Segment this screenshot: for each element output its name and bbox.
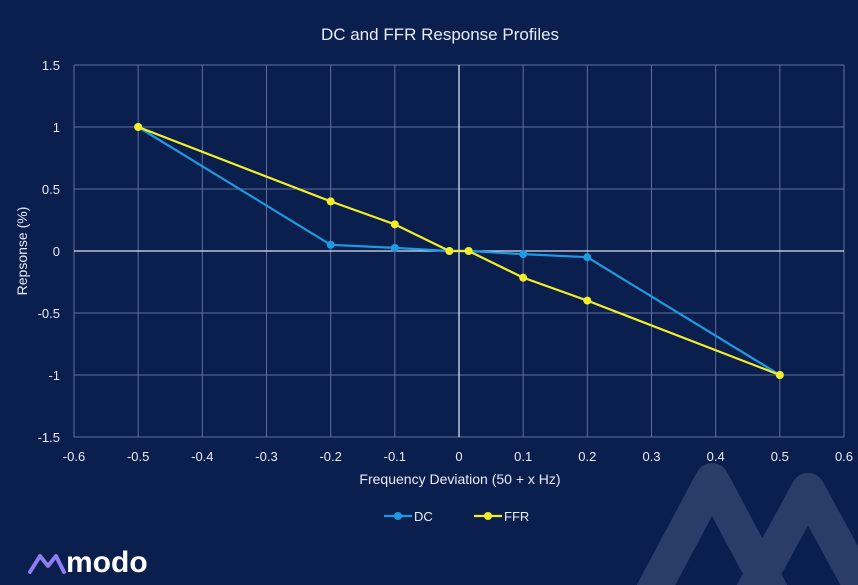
y-tick-labels: 1.5 1 0.5 0 -0.5 -1 -1.5 xyxy=(38,58,60,445)
data-point-dc xyxy=(326,240,335,249)
y-tick-label: -1 xyxy=(48,368,60,383)
x-tick-label: 0.4 xyxy=(707,449,725,464)
x-tick-label: 0.6 xyxy=(835,449,853,464)
y-axis-label: Repsonse (%) xyxy=(14,207,30,296)
x-axis-label: Frequency Deviation (50 + x Hz) xyxy=(359,471,560,487)
y-tick-label: -1.5 xyxy=(38,430,60,445)
legend-label-ffr: FFR xyxy=(504,509,529,524)
x-tick-label: -0.1 xyxy=(384,449,406,464)
x-tick-label: -0.4 xyxy=(191,449,213,464)
data-point-ffr xyxy=(519,273,528,282)
y-tick-label: 0.5 xyxy=(42,182,60,197)
series-group xyxy=(134,123,784,379)
y-tick-label: 1 xyxy=(53,120,60,135)
data-point-ffr xyxy=(390,220,399,229)
x-tick-labels: -0.6 -0.5 -0.4 -0.3 -0.2 -0.1 0 0.1 0.2 0.3 0.4 0.5… xyxy=(63,449,853,464)
legend: DC FFR xyxy=(384,509,529,524)
y-tick-label: 1.5 xyxy=(42,58,60,73)
y-tick-label: -0.5 xyxy=(38,306,60,321)
data-point-ffr xyxy=(583,296,592,305)
x-tick-label: -0.6 xyxy=(63,449,85,464)
legend-marker-dc xyxy=(394,512,402,520)
data-point-dc xyxy=(583,253,592,262)
series-ffr xyxy=(134,123,784,379)
logo-text: modo xyxy=(66,546,148,579)
modo-wave-icon xyxy=(28,554,66,574)
y-tick-label: 0 xyxy=(53,244,60,259)
data-point-ffr xyxy=(445,247,454,255)
watermark-graphic xyxy=(636,463,858,585)
x-tick-label: -0.3 xyxy=(255,449,277,464)
x-tick-label: -0.5 xyxy=(127,449,149,464)
data-point-ffr xyxy=(326,197,335,206)
x-tick-label: 0 xyxy=(455,449,462,464)
legend-label-dc: DC xyxy=(414,509,433,524)
x-tick-label: 0.2 xyxy=(578,449,596,464)
data-point-ffr xyxy=(775,371,784,379)
modo-logo: modo xyxy=(28,546,148,579)
series-line-ffr xyxy=(137,125,781,377)
data-point-ffr xyxy=(134,123,143,131)
x-tick-label: 0.3 xyxy=(642,449,660,464)
data-point-ffr xyxy=(464,247,473,255)
chart-title: DC and FFR Response Profiles xyxy=(321,25,559,44)
legend-marker-ffr xyxy=(484,512,492,520)
data-point-dc xyxy=(519,250,528,259)
x-tick-label: 0.1 xyxy=(514,449,532,464)
x-tick-label: -0.2 xyxy=(319,449,341,464)
data-point-dc xyxy=(390,243,399,252)
x-tick-label: 0.5 xyxy=(771,449,789,464)
